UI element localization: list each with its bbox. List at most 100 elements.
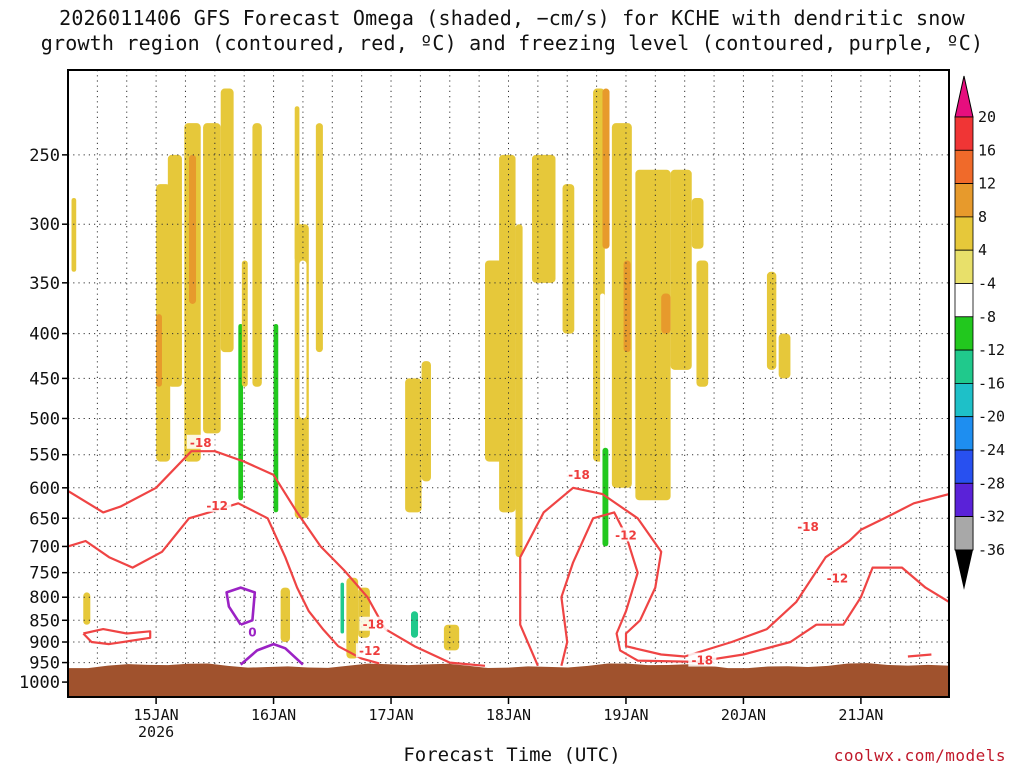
dgz-label-2: -18 <box>363 618 385 632</box>
omega-cell-46 <box>623 260 631 353</box>
y-tick-label-450: 450 <box>29 369 60 389</box>
omega-shading-layer <box>71 70 897 659</box>
x-tick-label-17: 17JAN <box>368 706 413 724</box>
dgz-contour-1 <box>68 502 380 665</box>
omega-cell-35 <box>499 154 516 513</box>
omega-cell-50 <box>696 260 709 387</box>
colorbar-swatch-11 <box>954 482 974 517</box>
dgz-contour-2 <box>82 627 152 646</box>
omega-cell-4 <box>156 184 171 462</box>
freezing-level-contour-6 <box>225 586 257 626</box>
omega-cell-34 <box>485 260 503 462</box>
freezing-level-contour-7 <box>239 642 304 666</box>
omega-cell-54 <box>853 433 867 462</box>
omega-cell-52 <box>766 271 777 370</box>
contour-label-bg <box>794 518 823 533</box>
omega-cell-10 <box>220 88 234 353</box>
x-tick-label-20: 20JAN <box>721 706 766 724</box>
omega-cell-55 <box>842 481 850 519</box>
contour-label-bg <box>564 466 593 481</box>
omega-cell-13 <box>241 260 248 387</box>
colorbar: 20 16 12 8 4 -4 -8 -12 -16 -20 -24 -28 -32 -36 <box>954 75 1005 590</box>
omega-cell-26 <box>294 106 300 261</box>
gridlines <box>68 70 949 697</box>
y-tick-label-750: 750 <box>29 564 60 584</box>
x-tick-label-19: 19JAN <box>603 706 648 724</box>
y-tick-label-950: 950 <box>29 654 60 674</box>
omega-cell-23 <box>340 582 345 634</box>
credit-link[interactable]: coolwx.com/models <box>833 746 1006 765</box>
omega-cell-30 <box>421 361 431 482</box>
omega-cell-53 <box>778 333 791 379</box>
colorbar-label-2: 12 <box>978 175 996 193</box>
x-tick-year: 2026 <box>138 723 174 741</box>
omega-cell-48 <box>670 169 692 370</box>
freezing-label-9: 0 <box>248 626 256 640</box>
colorbar-swatch-10 <box>954 449 974 484</box>
x-tick-label-16: 16JAN <box>251 706 296 724</box>
y-tick-label-650: 650 <box>29 509 60 529</box>
dgz-label-3: -12 <box>359 644 381 658</box>
colorbar-swatch-last <box>954 516 974 551</box>
omega-cell-0 <box>71 197 77 272</box>
contour-label-bg <box>355 643 384 658</box>
colorbar-label-13: -36 <box>978 541 1005 559</box>
omega-cell-2 <box>146 70 151 140</box>
terrain-layer <box>68 663 949 697</box>
y-tick-label-850: 850 <box>29 611 60 631</box>
omega-cell-47 <box>635 169 671 501</box>
contour-label-bg <box>611 527 640 542</box>
dgz-contour-0 <box>68 450 486 667</box>
dgz-contour-4 <box>560 511 949 667</box>
omega-cell-3 <box>156 88 161 170</box>
dgz-label-8: -12 <box>827 572 849 586</box>
y-tick-label-400: 400 <box>29 325 60 345</box>
omega-cell-44 <box>581 577 589 598</box>
omega-cell-32 <box>411 611 419 638</box>
dgz-label-5: -12 <box>615 528 637 542</box>
omega-cell-8 <box>188 154 197 304</box>
omega-cell-6 <box>167 154 182 387</box>
omega-cell-21 <box>315 123 323 353</box>
dgz-label-0: -18 <box>190 436 212 450</box>
colorbar-label-6: -8 <box>978 308 996 326</box>
contour-label-bg <box>688 652 717 667</box>
colorbar-label-0: 20 <box>978 108 996 126</box>
y-tick-label-900: 900 <box>29 633 60 653</box>
omega-cell-18 <box>280 587 291 643</box>
omega-cell-29 <box>405 378 422 513</box>
colorbar-swatch-8 <box>954 382 974 418</box>
colorbar-label-11: -28 <box>978 474 1005 492</box>
x-axis-label: Forecast Time (UTC) <box>403 744 621 766</box>
x-tick-label-18: 18JAN <box>486 706 531 724</box>
y-tick-label-250: 250 <box>29 146 60 166</box>
colorbar-swatch-4 <box>954 249 974 284</box>
colorbar-label-12: -32 <box>978 508 1005 526</box>
y-tick-label-300: 300 <box>29 215 60 235</box>
omega-cell-14 <box>252 123 262 387</box>
colorbar-swatch-1 <box>954 149 974 185</box>
y-tick-label-700: 700 <box>29 537 60 557</box>
omega-cell-27 <box>373 314 380 353</box>
y-tick-label-550: 550 <box>29 446 60 466</box>
colorbar-swatch-7 <box>954 349 974 384</box>
colorbar-swatch-0 <box>954 116 974 151</box>
omega-cell-56 <box>886 224 897 237</box>
omega-cell-37 <box>531 154 556 283</box>
omega-cell-1 <box>83 592 91 625</box>
y-tick-label-350: 350 <box>29 274 60 294</box>
colorbar-swatch-3 <box>954 216 974 251</box>
y-tick-label-1000: 1000 <box>19 673 60 693</box>
dgz-contour-3 <box>519 486 949 667</box>
colorbar-swatch-9 <box>954 416 974 451</box>
omega-cell-38 <box>550 333 558 387</box>
dgz-contour-5 <box>907 653 932 658</box>
omega-cell-24 <box>346 577 359 659</box>
terrain-fill <box>68 663 949 697</box>
colorbar-label-10: -24 <box>978 441 1005 459</box>
omega-cell-9 <box>203 123 221 434</box>
contour-label-bg <box>359 616 388 631</box>
contour-layer: -18 -12 -18 -12 -18 -12 -18 -18 -12 0 <box>68 434 949 668</box>
x-tick-label-21: 21JAN <box>838 706 883 724</box>
omega-cell-45 <box>611 123 632 488</box>
